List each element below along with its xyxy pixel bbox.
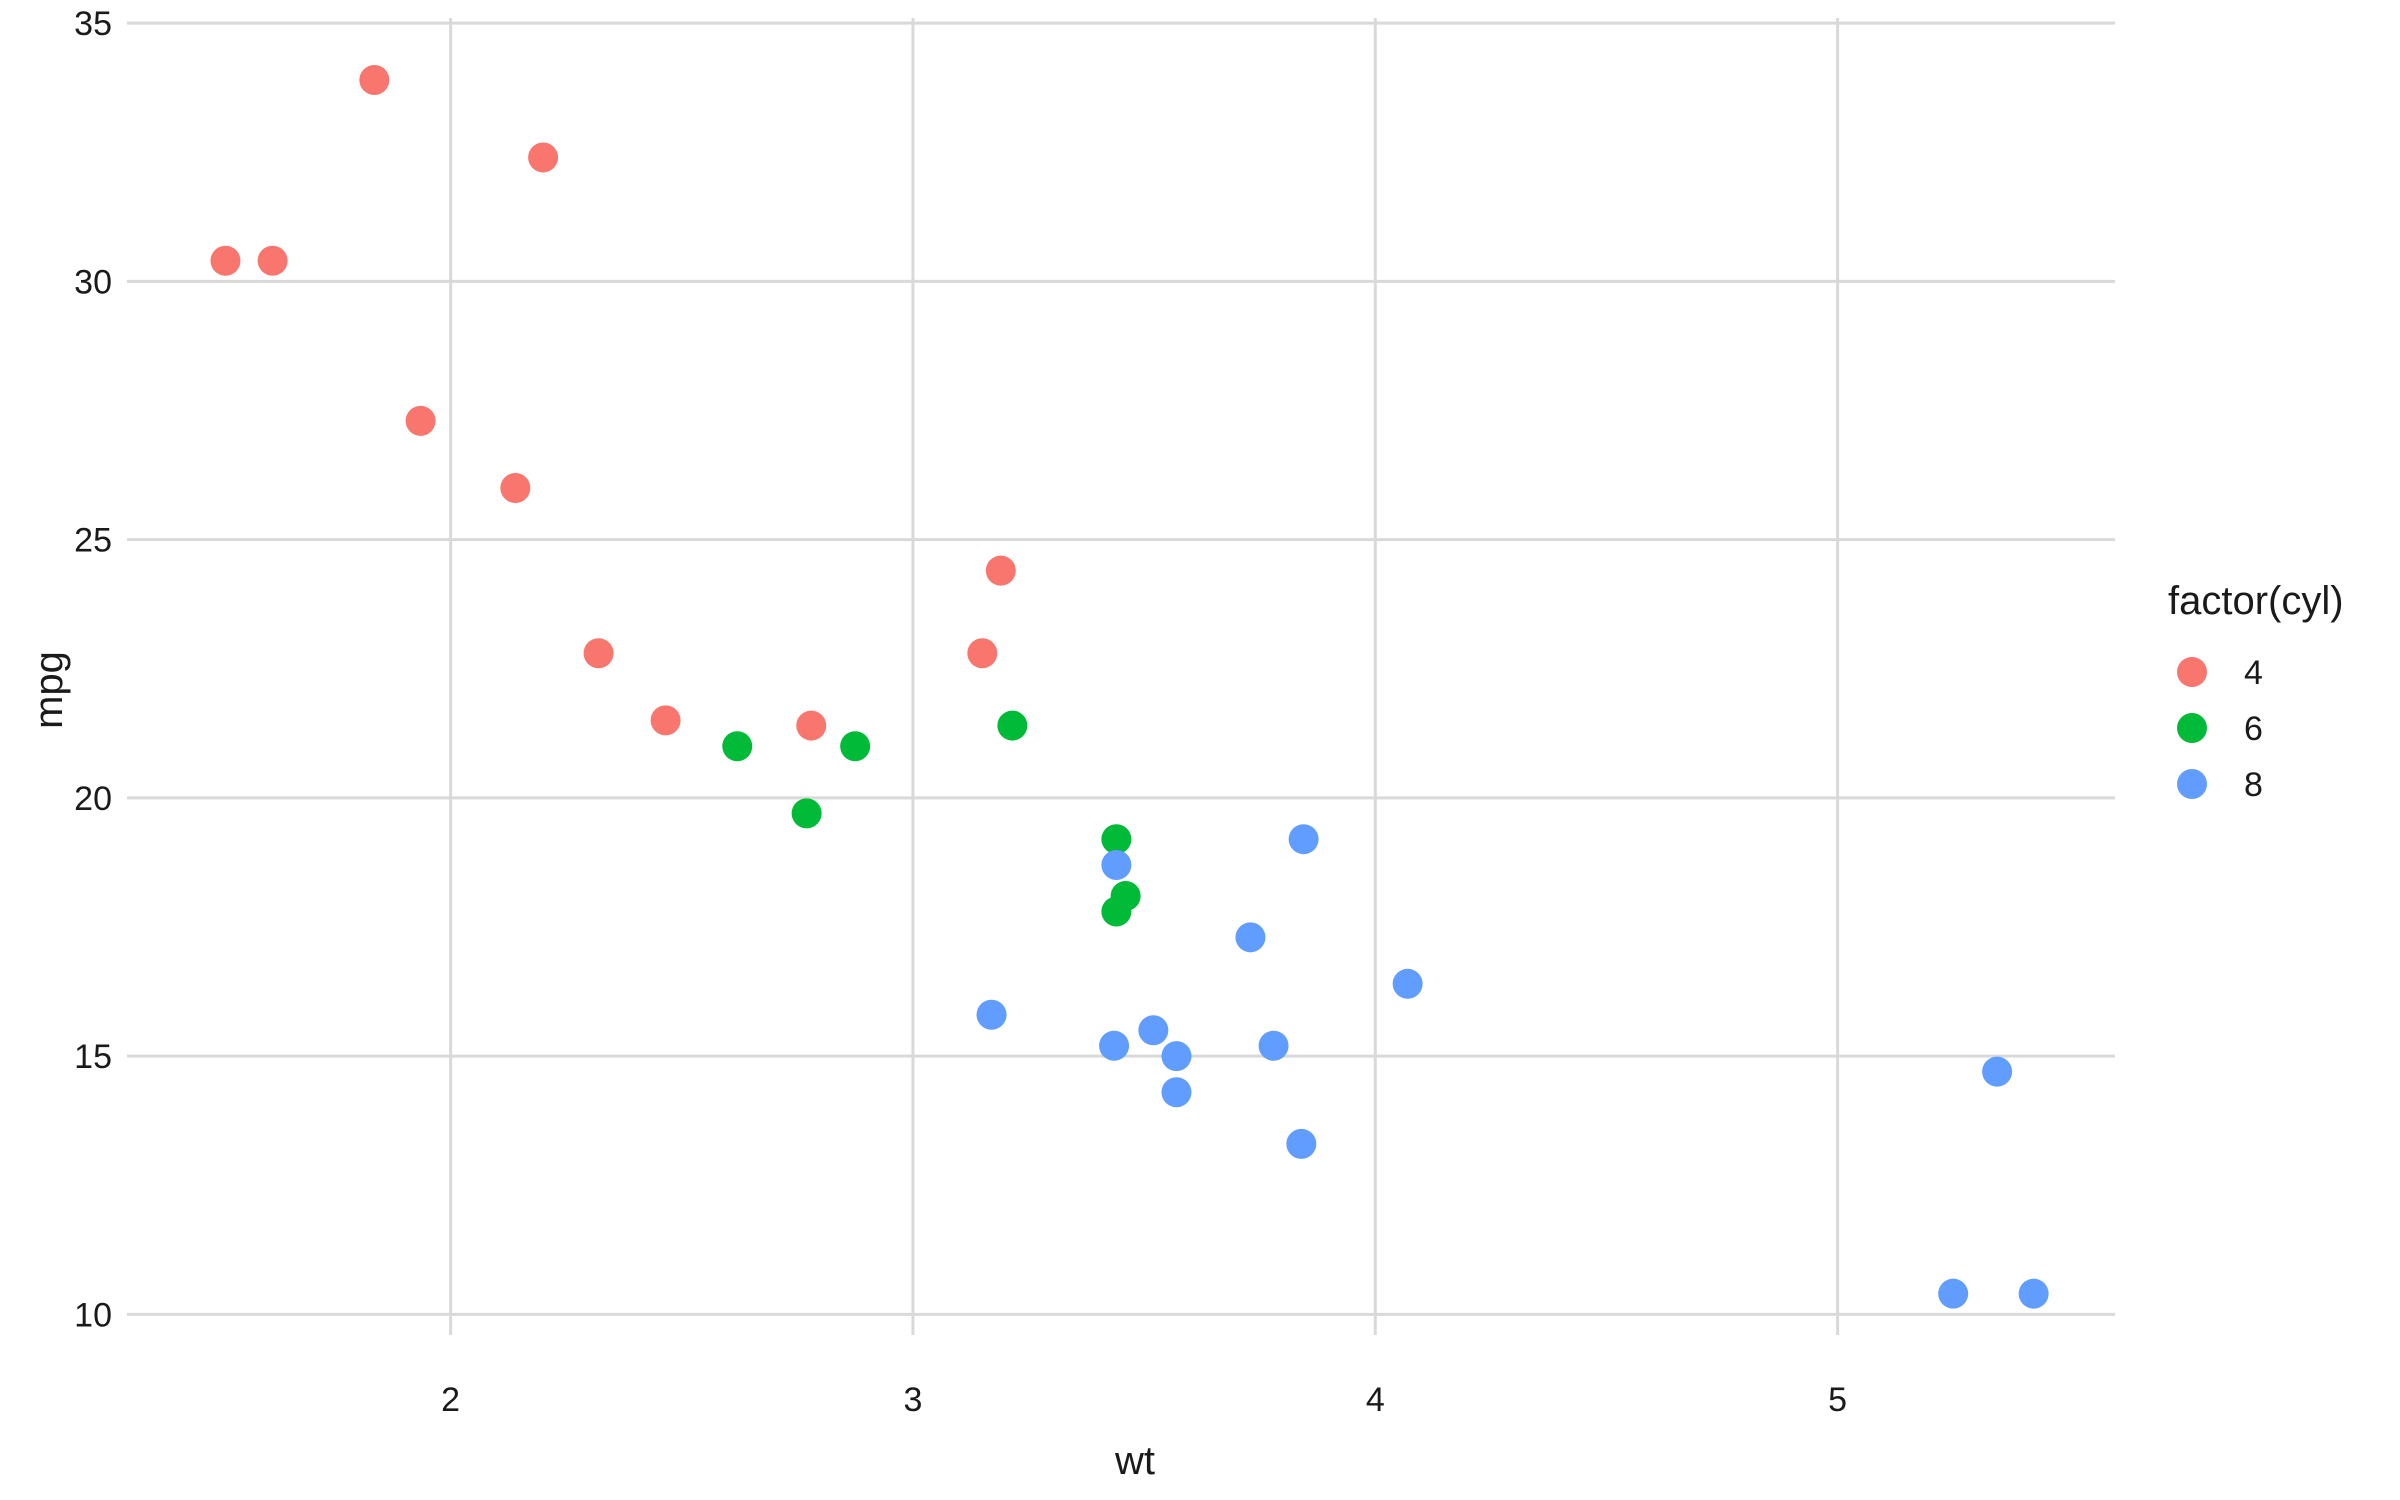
data-point-cyl-8: [1099, 1030, 1130, 1061]
data-point-cyl-8: [2018, 1278, 2049, 1309]
x-tick-label: 3: [903, 1381, 922, 1419]
data-point-cyl-4: [405, 405, 436, 436]
x-axis-tick-labels: 2 3 4 5: [441, 1381, 1847, 1419]
data-point-cyl-8: [1288, 824, 1319, 855]
data-point-cyl-6: [840, 731, 871, 762]
data-point-cyl-4: [257, 245, 288, 276]
legend-label-4: 4: [2244, 654, 2263, 692]
y-tick-label: 35: [74, 5, 112, 43]
data-point-cyl-8: [1392, 968, 1423, 999]
data-point-cyl-6: [791, 798, 822, 829]
data-point-cyl-6: [997, 710, 1028, 741]
data-point-cyl-4: [967, 638, 998, 669]
data-point-cyl-4: [650, 705, 681, 736]
data-point-cyl-8: [976, 999, 1007, 1030]
y-tick-label: 30: [74, 263, 112, 301]
data-point-cyl-8: [1982, 1056, 2013, 1087]
x-axis-title: wt: [1114, 1439, 1155, 1483]
y-tick-label: 25: [74, 522, 112, 560]
legend-key-8: [2177, 769, 2207, 799]
data-point-cyl-8: [1161, 1041, 1192, 1072]
data-point-cyl-4: [796, 710, 827, 741]
data-point-cyl-8: [1286, 1128, 1317, 1159]
data-point-cyl-8: [1938, 1278, 1969, 1309]
data-point-cyl-8: [1235, 922, 1266, 953]
data-point-cyl-4: [359, 64, 390, 95]
legend-label-8: 8: [2244, 766, 2263, 804]
data-points: [210, 64, 2049, 1309]
y-axis-tick-labels: 10 15 20 25 30 35: [74, 5, 112, 1334]
data-point-cyl-4: [500, 472, 531, 503]
legend-title: factor(cyl): [2168, 579, 2344, 623]
grid-lines: [127, 18, 2115, 1335]
data-point-cyl-6: [722, 731, 753, 762]
y-axis-title: mpg: [27, 651, 71, 729]
data-point-cyl-4: [210, 245, 241, 276]
y-tick-label: 20: [74, 780, 112, 818]
y-tick-label: 10: [74, 1296, 112, 1334]
data-point-cyl-4: [583, 638, 614, 669]
data-point-cyl-6: [1110, 881, 1141, 911]
data-point-cyl-8: [1258, 1030, 1289, 1061]
legend-key-4: [2177, 657, 2207, 687]
data-point-cyl-8: [1161, 1077, 1192, 1108]
data-point-cyl-4: [985, 555, 1016, 586]
legend-key-6: [2177, 713, 2207, 743]
x-tick-label: 5: [1828, 1381, 1847, 1419]
data-point-cyl-4: [528, 142, 559, 173]
data-point-cyl-8: [1101, 850, 1132, 881]
data-point-cyl-6: [1101, 824, 1132, 855]
data-point-cyl-8: [1138, 1015, 1169, 1046]
y-tick-label: 15: [74, 1038, 112, 1076]
legend: factor(cyl) 4 6 8: [2168, 579, 2344, 804]
x-tick-label: 2: [441, 1381, 460, 1419]
x-tick-label: 4: [1366, 1381, 1385, 1419]
legend-label-6: 6: [2244, 710, 2263, 748]
